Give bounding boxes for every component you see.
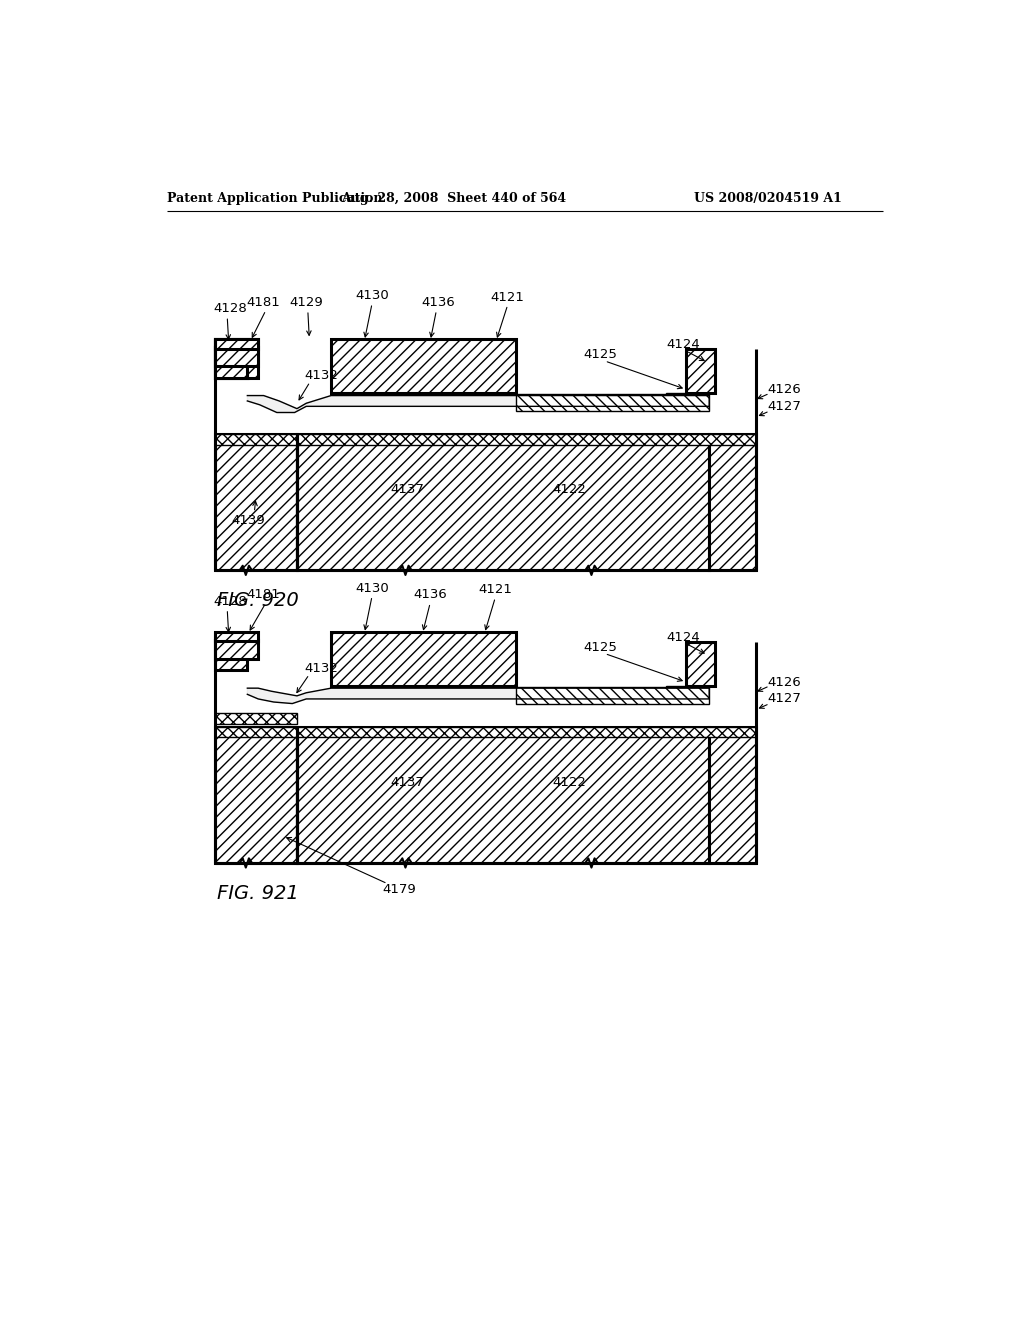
Bar: [515, 395, 710, 411]
Text: 4130: 4130: [355, 582, 389, 594]
Text: 4181: 4181: [247, 296, 281, 309]
Bar: [331, 339, 515, 393]
Bar: [710, 726, 756, 863]
Text: 4122: 4122: [553, 776, 587, 788]
Text: FIG. 920: FIG. 920: [217, 591, 299, 610]
Text: US 2008/0204519 A1: US 2008/0204519 A1: [693, 191, 842, 205]
Bar: [666, 393, 686, 400]
Bar: [297, 726, 710, 863]
Text: 4125: 4125: [584, 348, 617, 362]
Text: 4127: 4127: [767, 400, 801, 413]
Bar: [686, 350, 716, 393]
Text: 4132: 4132: [305, 661, 339, 675]
Bar: [215, 726, 756, 738]
Polygon shape: [248, 688, 710, 704]
Bar: [215, 347, 248, 378]
Bar: [215, 726, 297, 863]
Text: 4129: 4129: [290, 296, 324, 309]
Bar: [215, 339, 258, 378]
Bar: [215, 640, 248, 671]
Bar: [296, 714, 298, 726]
Text: 4128: 4128: [213, 594, 247, 607]
Bar: [215, 434, 756, 445]
Text: 4139: 4139: [231, 513, 265, 527]
Bar: [215, 632, 258, 642]
Text: 4130: 4130: [355, 289, 389, 302]
Text: 4124: 4124: [667, 338, 700, 351]
Bar: [297, 434, 710, 570]
Bar: [215, 713, 297, 723]
Bar: [215, 339, 258, 348]
Bar: [215, 434, 297, 570]
Bar: [215, 347, 258, 367]
Bar: [331, 632, 515, 686]
Bar: [686, 642, 716, 686]
Text: 4179: 4179: [382, 883, 416, 896]
Text: 4126: 4126: [767, 676, 801, 689]
Bar: [666, 686, 686, 692]
Text: 4137: 4137: [390, 776, 424, 788]
Text: 4127: 4127: [767, 693, 801, 705]
Text: Patent Application Publication: Patent Application Publication: [167, 191, 382, 205]
Text: FIG. 921: FIG. 921: [217, 884, 299, 903]
Text: Aug. 28, 2008  Sheet 440 of 564: Aug. 28, 2008 Sheet 440 of 564: [341, 191, 566, 205]
Text: 4121: 4121: [478, 583, 512, 597]
Polygon shape: [248, 396, 710, 412]
Text: 4137: 4137: [390, 483, 424, 496]
Bar: [710, 434, 756, 570]
Bar: [215, 640, 258, 659]
Text: 4125: 4125: [584, 640, 617, 653]
Text: 4126: 4126: [767, 383, 801, 396]
Text: 4181: 4181: [247, 589, 281, 602]
Bar: [296, 727, 298, 862]
Text: 4132: 4132: [305, 370, 339, 381]
Text: 4128: 4128: [213, 302, 247, 315]
Text: 4136: 4136: [421, 296, 455, 309]
Text: 4136: 4136: [414, 589, 447, 602]
Bar: [215, 339, 248, 378]
Text: 4122: 4122: [553, 483, 587, 496]
Bar: [515, 686, 710, 704]
Text: 4121: 4121: [490, 290, 524, 304]
Text: 4124: 4124: [667, 631, 700, 644]
